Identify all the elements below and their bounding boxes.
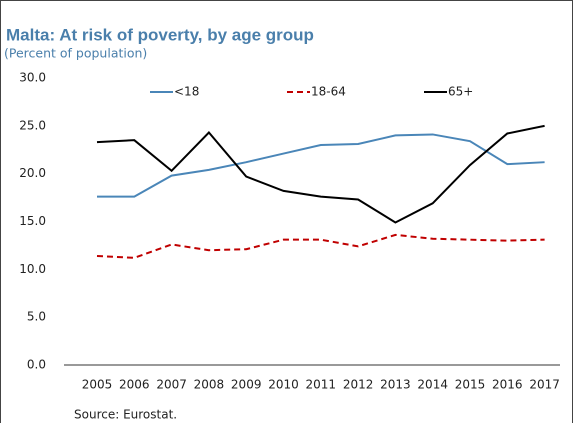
y-tick-label: 5.0 [27, 310, 46, 324]
line [97, 133, 545, 198]
x-tick-label: 2006 [119, 378, 150, 392]
source: Source: Eurostat. [74, 408, 177, 422]
legend-label: <18 [174, 85, 199, 99]
legend-label: 65+ [448, 85, 473, 99]
x-tick-label: 2009 [231, 378, 262, 392]
y-tick-label: 20.0 [19, 166, 46, 180]
x-tick-label: 2010 [268, 378, 299, 392]
line [96, 233, 545, 259]
y-tick-label: 10.0 [19, 262, 46, 276]
y-tick-label: 25.0 [19, 118, 46, 132]
chart-title: Malta: At risk of poverty, by age group [6, 25, 314, 44]
x-tick-label: 2007 [156, 378, 187, 392]
y-tick-label: 15.0 [19, 214, 46, 228]
y-tick-label: 30.0 [19, 71, 46, 85]
x-tick-label: 2005 [82, 378, 113, 392]
y-tick-label: 0.0 [27, 358, 46, 372]
x-tick-label: 2012 [343, 378, 374, 392]
legend-label: 18-64 [311, 85, 346, 99]
chart-subtitle: (Percent of population) [4, 46, 147, 61]
x-tick-label: 2016 [492, 378, 523, 392]
x-tick-label: 2015 [455, 378, 486, 392]
x-tick-label: 2017 [529, 378, 560, 392]
x-tick-label: 2008 [194, 378, 225, 392]
x-tick-label: 2011 [306, 378, 337, 392]
x-tick-label: 2013 [380, 378, 411, 392]
x-tick-label: 2014 [417, 378, 448, 392]
line [96, 124, 545, 224]
